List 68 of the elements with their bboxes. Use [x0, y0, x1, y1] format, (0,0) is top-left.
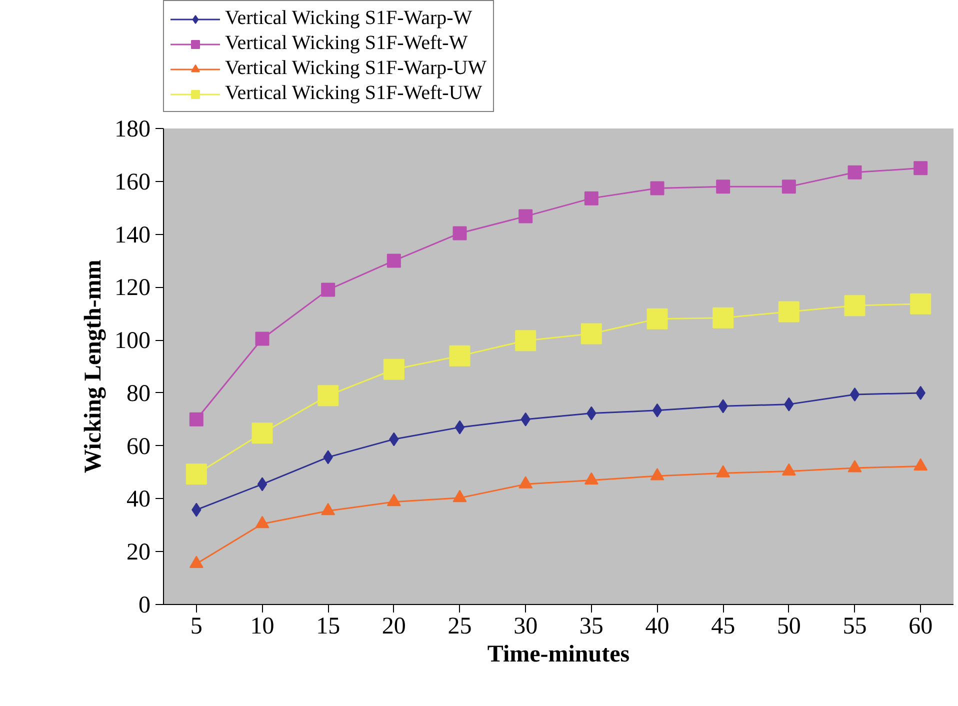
y-tick-label: 120 [114, 275, 150, 302]
point [318, 385, 339, 406]
point [186, 464, 207, 485]
point [650, 468, 664, 480]
y-tick-label: 0 [138, 592, 150, 618]
point [712, 307, 734, 328]
x-tick-label: 40 [645, 614, 670, 640]
x-tick-label: 35 [579, 614, 604, 640]
y-tick-label: 20 [126, 540, 150, 566]
point [449, 345, 470, 366]
point [452, 490, 467, 502]
x-tick-label: 25 [448, 614, 472, 640]
point [716, 180, 730, 194]
point [580, 323, 602, 344]
point [189, 412, 204, 426]
point [257, 477, 268, 492]
point [782, 463, 796, 476]
point [844, 295, 866, 316]
point [914, 161, 928, 176]
legend-label: Vertical Wicking S1F-Weft-W [225, 32, 468, 55]
point [189, 556, 204, 568]
y-tick-label: 140 [114, 222, 150, 248]
point [255, 332, 270, 346]
x-axis-title: Time-minutes [487, 642, 630, 668]
point [850, 388, 860, 402]
point [848, 460, 862, 472]
x-tick-label: 30 [514, 614, 538, 640]
x-tick-label: 45 [711, 614, 736, 640]
y-tick-label: 60 [126, 434, 150, 460]
point [518, 209, 533, 224]
y-tick-label: 40 [126, 486, 150, 513]
y-tick-label: 80 [126, 380, 150, 407]
x-tick-label: 20 [382, 614, 406, 640]
point [452, 226, 467, 240]
point [383, 358, 404, 380]
x-tick-label: 10 [250, 614, 274, 640]
y-tick-label: 100 [114, 328, 150, 354]
point [778, 301, 800, 322]
point [515, 330, 536, 352]
legend-label: Vertical Wicking S1F-Warp-UW [225, 57, 487, 80]
point [782, 180, 796, 194]
point [386, 254, 401, 268]
point [252, 422, 273, 444]
point [584, 191, 598, 206]
y-tick-label: 160 [114, 169, 150, 196]
y-axis-title: Wicking Length-mm [80, 260, 106, 474]
point [848, 165, 862, 180]
point [584, 472, 598, 484]
point [910, 293, 932, 314]
legend-label: Vertical Wicking S1F-Weft-UW [225, 82, 482, 105]
point [321, 502, 336, 516]
point [652, 403, 662, 418]
x-tick-label: 50 [776, 614, 801, 640]
point [650, 181, 664, 196]
point [454, 420, 465, 434]
point [914, 458, 928, 470]
x-tick-label: 60 [908, 614, 933, 640]
point [386, 494, 401, 506]
x-tick-label: 15 [316, 614, 340, 640]
point [321, 282, 336, 297]
legend-label: Vertical Wicking S1F-Warp-W [225, 7, 472, 30]
point [716, 465, 730, 478]
x-tick-label: 55 [842, 614, 867, 640]
x-tick-label: 5 [190, 614, 202, 640]
point [518, 476, 533, 488]
point [646, 308, 668, 330]
y-tick-label: 180 [114, 116, 150, 142]
point [255, 516, 270, 528]
